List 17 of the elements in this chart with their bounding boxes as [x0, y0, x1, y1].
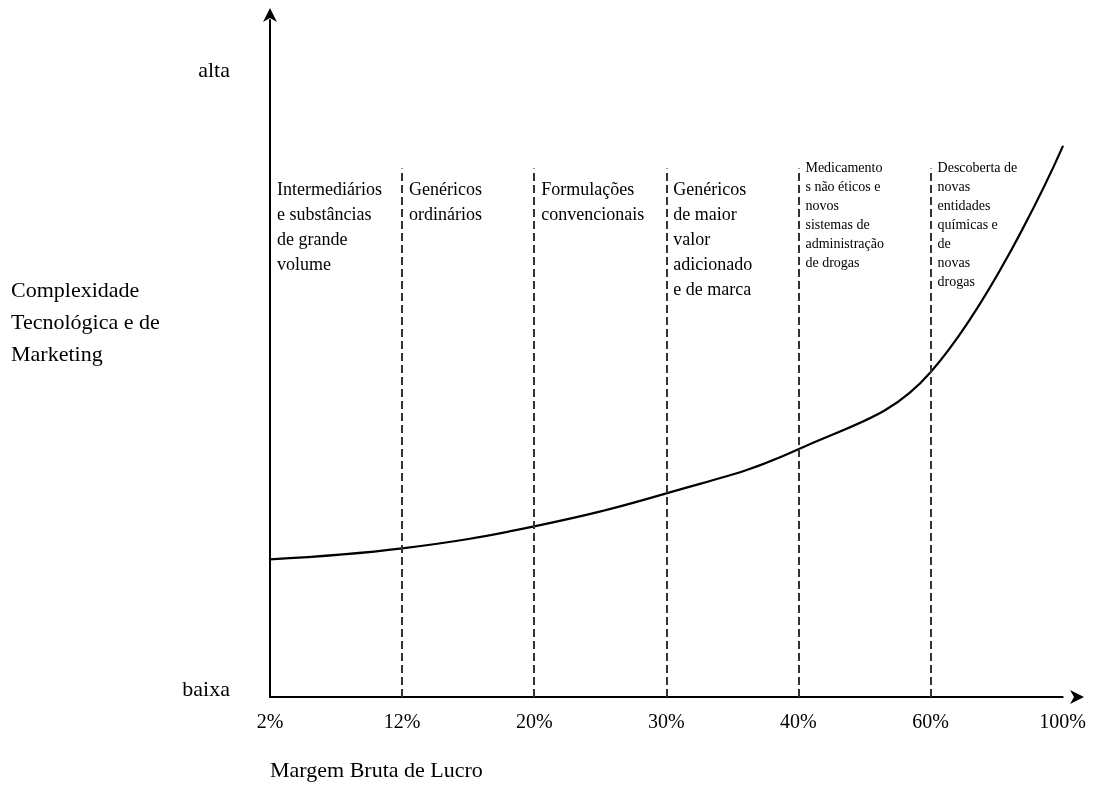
- x-tick-label: 100%: [1039, 710, 1087, 732]
- annotation: Genéricos ordinários: [409, 178, 483, 224]
- annotation: Descoberta de novas entidades químicas e de novas drogas: [937, 160, 1018, 289]
- x-axis-title: Margem Bruta de Lucro: [270, 756, 483, 782]
- annotation: Genéricos de maior valor adicionado e de marca: [673, 178, 753, 299]
- annotation: Medicamento s não éticos e novos sistemas de administração de drogas: [805, 160, 884, 270]
- x-tick-label: 60%: [912, 710, 949, 732]
- text: baixa: [182, 675, 231, 701]
- x-tick-label: 12%: [383, 710, 421, 732]
- text: alta: [198, 56, 231, 82]
- annotation: Intermediários e substâncias de grande volume: [277, 178, 382, 274]
- y-axis-title: Complexidade Tecnológica e de Marketing: [11, 276, 160, 366]
- x-tick-label: 40%: [780, 710, 817, 732]
- annotation: Formulações convencionais: [541, 178, 645, 224]
- x-tick-label: 2%: [256, 710, 284, 732]
- x-tick-label: 30%: [648, 710, 685, 732]
- x-tick-label: 20%: [515, 710, 553, 732]
